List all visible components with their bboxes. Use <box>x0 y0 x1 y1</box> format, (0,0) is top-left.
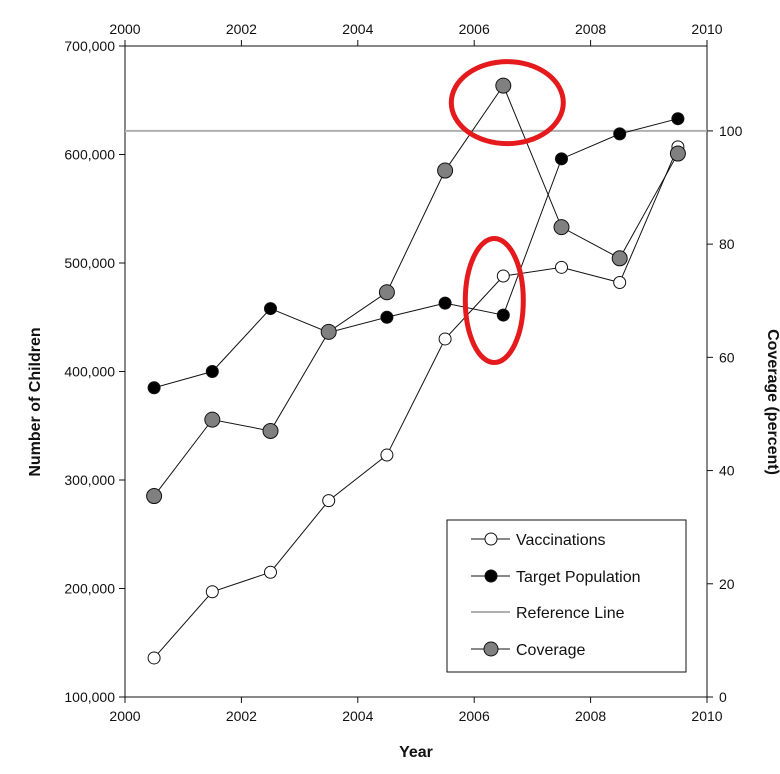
series-coverage <box>146 77 686 505</box>
annotation-ellipse-coverage-peak <box>448 59 566 147</box>
data-point-target-population <box>205 365 219 378</box>
x-axis-ticks: 2000 2000 2002 2002 2004 2004 2006 2006 2008 2008… <box>109 21 722 724</box>
data-point-vaccinations <box>555 260 568 274</box>
annotation-ellipse-dip <box>462 236 526 366</box>
x-tick-label-bottom: 2008 <box>575 708 606 724</box>
x-tick-label-top: 2002 <box>226 21 257 37</box>
x-tick-label-top: 2004 <box>342 21 373 37</box>
data-point-vaccinations <box>205 585 219 599</box>
series-line-target-population <box>153 118 679 389</box>
legend-item-coverage: Coverage <box>471 641 585 659</box>
legend-label-reference-line: Reference Line <box>516 605 625 622</box>
data-point-coverage <box>495 77 512 94</box>
data-point-target-population <box>264 302 277 316</box>
legend-item-reference-line: Reference Line <box>471 605 625 622</box>
legend-label-coverage: Coverage <box>516 642 585 659</box>
data-point-target-population <box>555 152 568 166</box>
y-left-tick-label: 100,000 <box>64 689 115 705</box>
data-point-vaccinations <box>380 448 394 462</box>
data-point-coverage <box>378 284 395 301</box>
x-tick-label-top: 2000 <box>109 21 140 37</box>
y-right-tick-label: 60 <box>719 349 735 365</box>
x-tick-label-top: 2008 <box>575 21 606 37</box>
y-right-axis-title: Coverage (percent) <box>764 329 780 475</box>
x-axis-title: Year <box>399 744 433 761</box>
data-point-target-population <box>496 308 510 322</box>
y-right-tick-label: 0 <box>719 689 727 705</box>
data-point-coverage <box>669 145 686 162</box>
legend-label-vaccinations: Vaccinations <box>516 532 606 549</box>
y-left-tick-label: 700,000 <box>64 38 115 54</box>
data-point-target-population <box>671 112 685 126</box>
x-tick-label-bottom: 2010 <box>691 708 722 724</box>
legend-item-target-population: Target Population <box>471 569 641 586</box>
series-target-population <box>147 112 685 395</box>
y-right-tick-label: 40 <box>719 463 735 479</box>
y-left-tick-label: 200,000 <box>64 581 115 597</box>
y-right-axis-ticks: 0 20 40 60 80 100 <box>707 123 743 705</box>
data-point-vaccinations <box>322 494 336 508</box>
y-left-axis-ticks: 100,000 200,000 300,000 400,000 500,000 600,0… <box>64 38 125 705</box>
series-line-vaccinations <box>153 146 679 659</box>
y-right-tick-label: 20 <box>719 576 735 592</box>
data-point-vaccinations <box>613 276 627 290</box>
data-point-vaccinations <box>147 651 161 665</box>
data-point-target-population <box>380 310 394 324</box>
legend-label-target-population: Target Population <box>516 569 641 586</box>
data-point-vaccinations <box>496 269 510 283</box>
x-tick-label-bottom: 2002 <box>226 708 257 724</box>
y-left-tick-label: 600,000 <box>64 147 115 163</box>
legend-marker-target-population <box>484 569 498 583</box>
x-tick-label-bottom: 2006 <box>459 708 490 724</box>
legend: Vaccinations Target Population Reference… <box>446 519 687 673</box>
data-point-coverage <box>262 422 279 439</box>
data-point-coverage <box>204 411 221 428</box>
annotation-layer <box>448 59 566 366</box>
series-layer <box>125 77 707 665</box>
x-tick-label-top: 2010 <box>691 21 722 37</box>
x-tick-label-bottom: 2000 <box>109 708 140 724</box>
data-point-target-population <box>147 381 161 395</box>
data-point-vaccinations <box>438 332 452 346</box>
data-point-coverage <box>553 219 570 236</box>
x-tick-label-bottom: 2004 <box>342 708 373 724</box>
legend-marker-vaccinations <box>484 532 498 546</box>
y-left-tick-label: 500,000 <box>64 255 115 271</box>
legend-item-vaccinations: Vaccinations <box>471 532 606 549</box>
data-point-coverage <box>437 162 454 179</box>
series-line-coverage <box>153 84 679 497</box>
y-right-tick-label: 80 <box>719 236 735 252</box>
y-left-axis-title: Number of Children <box>27 327 44 476</box>
data-point-coverage <box>320 323 337 340</box>
x-tick-label-top: 2006 <box>459 21 490 37</box>
y-left-tick-label: 400,000 <box>64 364 115 380</box>
data-point-coverage <box>146 488 163 505</box>
data-point-vaccinations <box>264 565 277 579</box>
data-point-target-population <box>438 296 452 310</box>
data-point-target-population <box>613 127 627 141</box>
y-left-tick-label: 300,000 <box>64 472 115 488</box>
data-point-coverage <box>611 250 628 267</box>
legend-marker-coverage <box>483 641 499 657</box>
y-right-tick-label: 100 <box>719 123 743 139</box>
